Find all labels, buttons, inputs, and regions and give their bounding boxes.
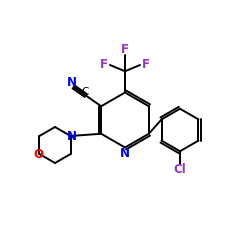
Text: N: N (67, 76, 77, 89)
Text: N: N (120, 147, 130, 160)
Text: F: F (100, 58, 108, 71)
Text: O: O (33, 148, 43, 160)
Text: C: C (81, 87, 88, 97)
Text: F: F (121, 43, 129, 56)
Text: Cl: Cl (174, 163, 186, 176)
Text: N: N (67, 130, 77, 142)
Text: F: F (142, 58, 150, 71)
